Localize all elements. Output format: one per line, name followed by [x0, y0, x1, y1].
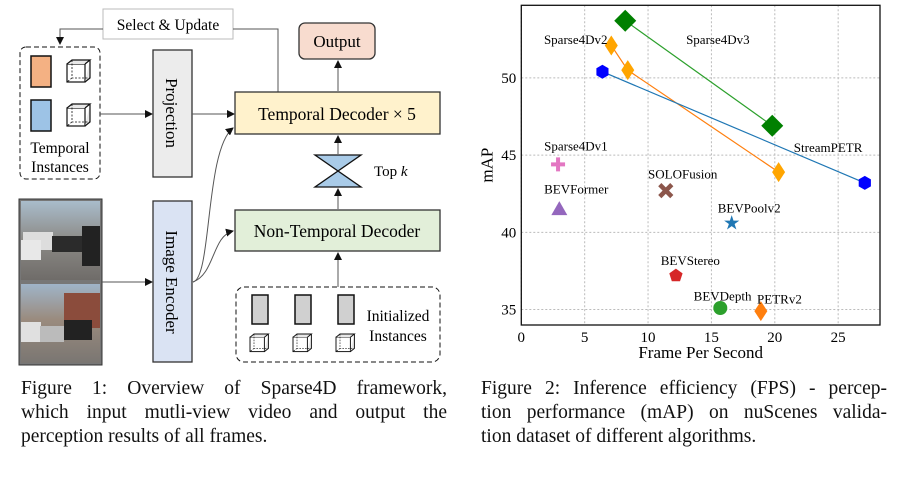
select-update-arrow-left — [56, 28, 103, 45]
x-tick-label: 25 — [831, 330, 846, 346]
figure-2-caption: Figure 2: Inference efficiency (FPS) - p… — [481, 377, 887, 449]
x-tick-label: 20 — [767, 330, 782, 346]
caption-line: Figure 1: Overview of Sparse4D framework… — [21, 378, 447, 399]
initialized-instances-label-2: Instances — [369, 328, 427, 345]
data-point-bevstereo — [669, 268, 683, 282]
y-axis-label: mAP — [477, 148, 496, 183]
data-point-bevdepth — [713, 301, 728, 316]
cube-icon — [249, 333, 269, 353]
series-label-bevstereo: BEVStereo — [661, 253, 720, 268]
y-tick-label: 35 — [501, 303, 516, 319]
x-tick-label: 0 — [518, 330, 526, 346]
image-encoder-box — [152, 200, 193, 363]
output-label: Output — [313, 32, 361, 51]
data-point-sparse4dv2 — [772, 162, 786, 183]
series-label-bevdepth: BEVDepth — [694, 288, 752, 303]
figure-1-caption: Figure 1: Overview of Sparse4D framework… — [21, 377, 447, 449]
cube-icon — [292, 333, 312, 353]
x-tick-label: 10 — [641, 330, 656, 346]
initialized-instance — [337, 294, 355, 325]
y-tick-label: 45 — [501, 148, 516, 164]
caption-line: which input mutli-view video and output … — [21, 402, 447, 423]
select-update-line-right — [233, 28, 279, 92]
caption-line: perception results of all frames. — [21, 426, 268, 447]
series-line-sparse4dv3 — [624, 20, 773, 127]
data-point-solofusion — [658, 183, 674, 199]
data-point-sparse4dv3 — [614, 9, 637, 32]
sparse4d-framework-diagram: Select & Update Temporal Instances Proje… — [18, 8, 441, 366]
caption-line: tion performance (mAP) on nuScenes valid… — [481, 402, 887, 423]
non-temporal-decoder-box — [234, 209, 441, 252]
initialized-instance — [294, 294, 312, 325]
caption-line: Figure 2: Inference efficiency (FPS) - p… — [481, 378, 887, 399]
arrow-encoder-to-non-temporal-decoder — [192, 228, 234, 283]
output-box — [298, 22, 376, 60]
series-label-petrv2: PETRv2 — [757, 291, 802, 306]
x-tick-label: 15 — [704, 330, 719, 346]
cube-icon — [335, 333, 355, 353]
data-point-sparse4dv1 — [551, 157, 566, 172]
x-axis-label: Frame Per Second — [638, 343, 763, 362]
arrow-encoder-to-temporal-decoder — [192, 127, 234, 283]
data-point-streampetr — [858, 175, 871, 190]
projection-label: Projection — [162, 78, 181, 148]
select-update-label: Select & Update — [117, 17, 220, 34]
temporal-instance-orange — [30, 55, 52, 88]
fps-map-scatter-chart: 0 5 10 15 20 25 35 40 45 50 Frame Per Second mAP Spa… — [477, 4, 881, 362]
temporal-instance-blue — [30, 99, 52, 132]
cube-icon — [66, 59, 91, 83]
series-label-sparse4dv2: Sparse4Dv2 — [544, 32, 608, 47]
series-line-streampetr — [602, 71, 866, 184]
data-point-sparse4dv3 — [761, 114, 784, 137]
series-label-bevformer: BEVFormer — [544, 182, 609, 197]
series-label-streampetr: StreamPETR — [794, 140, 863, 155]
temporal-instances-label-2: Instances — [31, 159, 89, 176]
data-point-sparse4dv2 — [604, 35, 618, 56]
data-point-bevformer — [551, 201, 568, 216]
initialized-instances-label-1: Initialized — [367, 308, 430, 325]
cube-icon — [66, 103, 91, 127]
series-label-sparse4dv3: Sparse4Dv3 — [686, 32, 750, 47]
temporal-decoder-label: Temporal Decoder × 5 — [258, 104, 416, 124]
y-tick-label: 40 — [501, 225, 516, 241]
data-point-petrv2 — [754, 301, 768, 322]
temporal-decoder-box — [234, 91, 441, 135]
data-point-sparse4dv2 — [621, 60, 635, 81]
temporal-instances-label-1: Temporal — [30, 140, 89, 157]
data-point-bevpoolv2 — [724, 215, 740, 230]
series-label-sparse4dv1: Sparse4Dv1 — [544, 138, 608, 153]
data-point-streampetr — [596, 64, 609, 79]
non-temporal-decoder-label: Non-Temporal Decoder — [254, 221, 421, 241]
temporal-instances-box — [19, 46, 101, 180]
select-update-box — [102, 8, 234, 40]
hourglass-icon — [312, 154, 364, 188]
y-tick-label: 50 — [501, 71, 516, 87]
projection-box — [152, 49, 193, 178]
caption-line: tion dataset of different algorithms. — [481, 426, 757, 447]
x-tick-label: 5 — [581, 330, 589, 346]
plot-area — [521, 5, 880, 326]
image-encoder-label: Image Encoder — [162, 230, 181, 334]
plot-frame — [520, 4, 881, 326]
initialized-instance — [251, 294, 269, 325]
multi-view-images — [18, 198, 103, 366]
series-label-solofusion: SOLOFusion — [648, 166, 718, 181]
series-label-bevpoolv2: BEVPoolv2 — [718, 200, 781, 215]
top-k-label: Top k — [374, 164, 408, 180]
